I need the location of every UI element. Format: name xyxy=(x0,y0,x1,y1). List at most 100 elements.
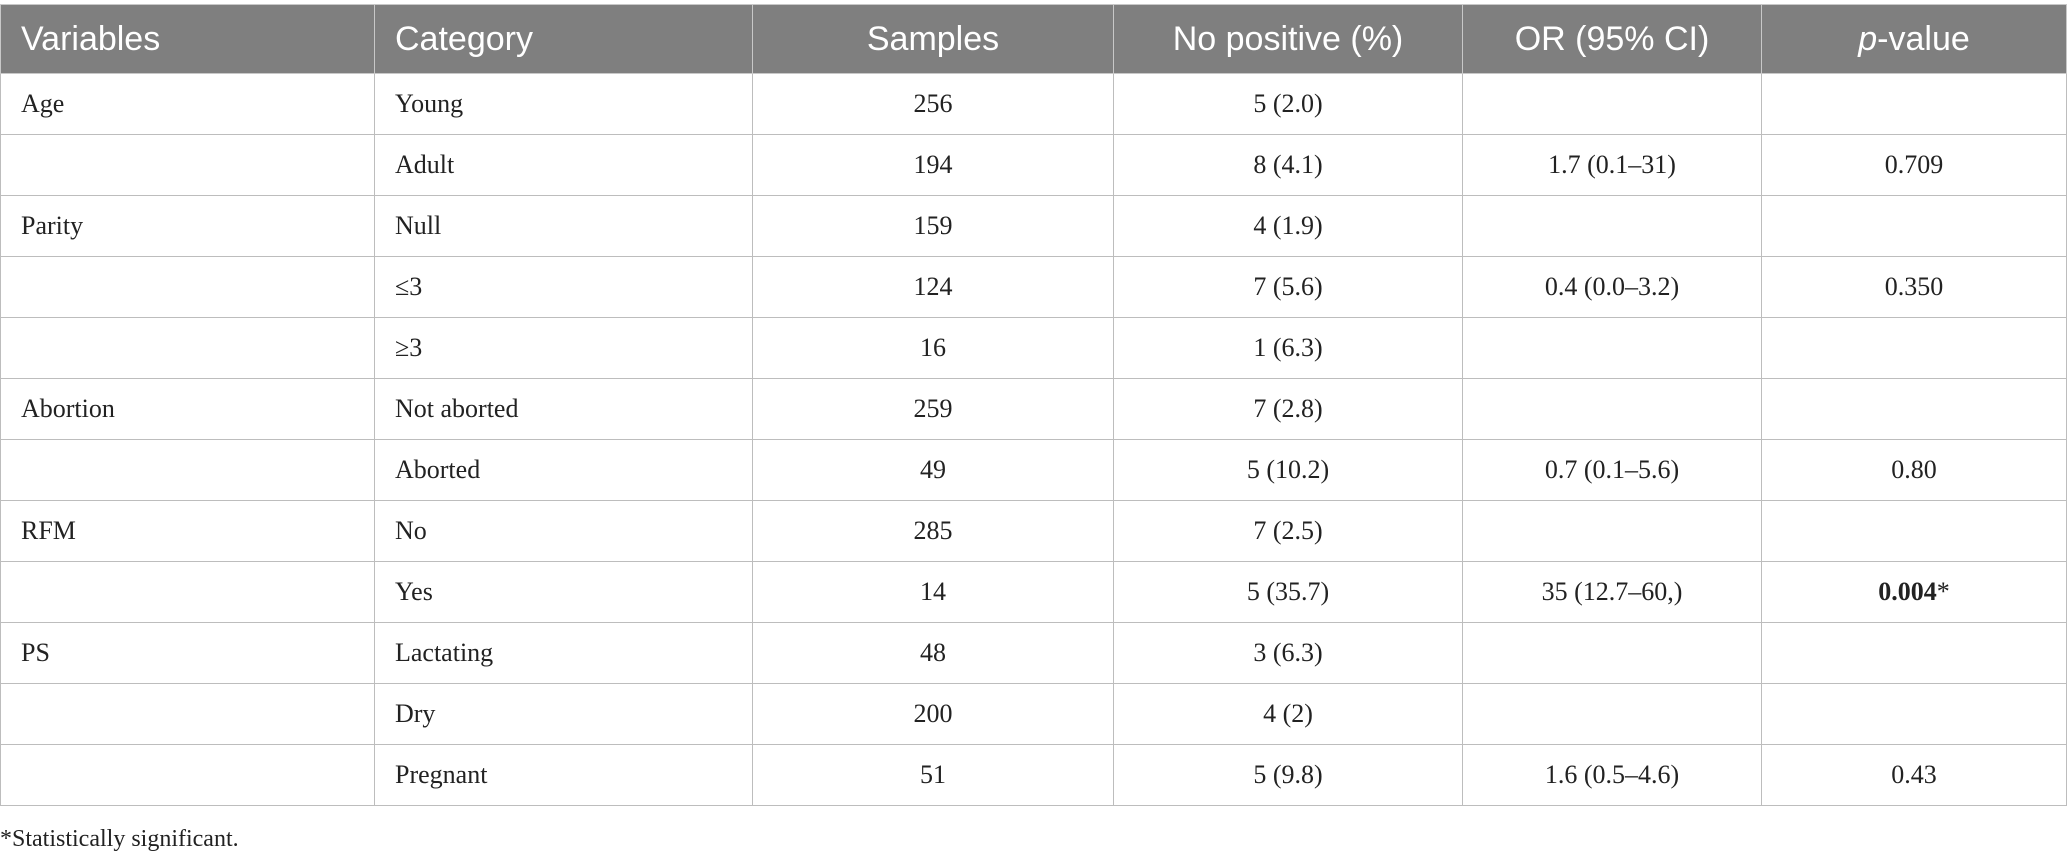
cell-p-value xyxy=(1761,500,2067,562)
table-body: Age Young 256 5 (2.0) Adult 194 8 (4.1) 1.7 (0.… xyxy=(0,73,2067,806)
cell-variable: PS xyxy=(0,622,375,684)
cell-odds-ratio xyxy=(1462,73,1762,135)
cell-samples: 14 xyxy=(752,561,1114,623)
cell-positive: 3 (6.3) xyxy=(1113,622,1463,684)
cell-samples: 49 xyxy=(752,439,1114,501)
header-p-value: p-value xyxy=(1761,4,2067,74)
cell-variable xyxy=(0,134,375,196)
cell-samples: 200 xyxy=(752,683,1114,745)
cell-variable: Parity xyxy=(0,195,375,257)
p-value-text: 0.43 xyxy=(1891,760,1937,789)
cell-positive: 5 (9.8) xyxy=(1113,744,1463,806)
table-row: Dry 200 4 (2) xyxy=(0,683,2067,745)
cell-p-value xyxy=(1761,73,2067,135)
header-samples: Samples xyxy=(752,4,1114,74)
cell-p-value: 0.350 xyxy=(1761,256,2067,318)
cell-samples: 48 xyxy=(752,622,1114,684)
cell-positive: 4 (1.9) xyxy=(1113,195,1463,257)
cell-samples: 16 xyxy=(752,317,1114,379)
cell-category: ≤3 xyxy=(374,256,753,318)
header-variables: Variables xyxy=(0,4,375,74)
cell-positive: 5 (2.0) xyxy=(1113,73,1463,135)
cell-odds-ratio: 35 (12.7–60,) xyxy=(1462,561,1762,623)
footnote: *Statistically significant. xyxy=(0,826,239,852)
table-row: Age Young 256 5 (2.0) xyxy=(0,73,2067,135)
cell-samples: 51 xyxy=(752,744,1114,806)
cell-variable xyxy=(0,744,375,806)
cell-variable xyxy=(0,256,375,318)
table-row: ≥3 16 1 (6.3) xyxy=(0,317,2067,379)
cell-p-value: 0.43 xyxy=(1761,744,2067,806)
cell-p-value xyxy=(1761,317,2067,379)
cell-samples: 194 xyxy=(752,134,1114,196)
cell-p-value: 0.709 xyxy=(1761,134,2067,196)
cell-odds-ratio xyxy=(1462,683,1762,745)
header-row: Variables Category Samples No positive (… xyxy=(0,4,2067,74)
cell-samples: 285 xyxy=(752,500,1114,562)
cell-samples: 159 xyxy=(752,195,1114,257)
p-value-text: 0.004 xyxy=(1878,577,1937,606)
cell-positive: 7 (2.8) xyxy=(1113,378,1463,440)
significance-mark: * xyxy=(1936,577,1950,606)
cell-odds-ratio: 0.4 (0.0–3.2) xyxy=(1462,256,1762,318)
cell-variable xyxy=(0,439,375,501)
p-value-text: 0.709 xyxy=(1884,150,1944,179)
table-row: PS Lactating 48 3 (6.3) xyxy=(0,622,2067,684)
table-row: Aborted 49 5 (10.2) 0.7 (0.1–5.6) 0.80 xyxy=(0,439,2067,501)
header-p-italic: p xyxy=(1858,19,1878,58)
cell-odds-ratio: 1.7 (0.1–31) xyxy=(1462,134,1762,196)
results-table: Variables Category Samples No positive (… xyxy=(0,4,2067,806)
cell-p-value xyxy=(1761,378,2067,440)
cell-category: Not aborted xyxy=(374,378,753,440)
cell-category: Aborted xyxy=(374,439,753,501)
cell-positive: 1 (6.3) xyxy=(1113,317,1463,379)
table-row: Adult 194 8 (4.1) 1.7 (0.1–31) 0.709 xyxy=(0,134,2067,196)
cell-p-value xyxy=(1761,622,2067,684)
cell-positive: 5 (10.2) xyxy=(1113,439,1463,501)
p-value-text: 0.350 xyxy=(1884,272,1944,301)
cell-category: No xyxy=(374,500,753,562)
cell-odds-ratio xyxy=(1462,195,1762,257)
cell-samples: 256 xyxy=(752,73,1114,135)
cell-positive: 7 (5.6) xyxy=(1113,256,1463,318)
cell-odds-ratio xyxy=(1462,317,1762,379)
table-row: Abortion Not aborted 259 7 (2.8) xyxy=(0,378,2067,440)
header-category: Category xyxy=(374,4,753,74)
cell-positive: 5 (35.7) xyxy=(1113,561,1463,623)
table-row: Pregnant 51 5 (9.8) 1.6 (0.5–4.6) 0.43 xyxy=(0,744,2067,806)
cell-p-value xyxy=(1761,683,2067,745)
cell-p-value: 0.80 xyxy=(1761,439,2067,501)
cell-odds-ratio: 0.7 (0.1–5.6) xyxy=(1462,439,1762,501)
cell-odds-ratio xyxy=(1462,500,1762,562)
cell-variable: Abortion xyxy=(0,378,375,440)
cell-category: Young xyxy=(374,73,753,135)
cell-odds-ratio: 1.6 (0.5–4.6) xyxy=(1462,744,1762,806)
cell-variable xyxy=(0,683,375,745)
cell-category: Yes xyxy=(374,561,753,623)
cell-p-value: 0.004* xyxy=(1761,561,2067,623)
cell-category: Dry xyxy=(374,683,753,745)
cell-positive: 8 (4.1) xyxy=(1113,134,1463,196)
cell-category: Adult xyxy=(374,134,753,196)
cell-category: Lactating xyxy=(374,622,753,684)
table-row: Yes 14 5 (35.7) 35 (12.7–60,) 0.004* xyxy=(0,561,2067,623)
cell-variable: RFM xyxy=(0,500,375,562)
cell-positive: 7 (2.5) xyxy=(1113,500,1463,562)
cell-odds-ratio xyxy=(1462,622,1762,684)
header-p-rest: -value xyxy=(1877,19,1970,58)
cell-samples: 259 xyxy=(752,378,1114,440)
cell-odds-ratio xyxy=(1462,378,1762,440)
cell-category: Null xyxy=(374,195,753,257)
cell-positive: 4 (2) xyxy=(1113,683,1463,745)
cell-category: ≥3 xyxy=(374,317,753,379)
cell-variable xyxy=(0,317,375,379)
cell-category: Pregnant xyxy=(374,744,753,806)
table-header: Variables Category Samples No positive (… xyxy=(0,4,2067,74)
cell-variable: Age xyxy=(0,73,375,135)
cell-p-value xyxy=(1761,195,2067,257)
table-row: RFM No 285 7 (2.5) xyxy=(0,500,2067,562)
cell-samples: 124 xyxy=(752,256,1114,318)
table-row: ≤3 124 7 (5.6) 0.4 (0.0–3.2) 0.350 xyxy=(0,256,2067,318)
header-odds-ratio: OR (95% CI) xyxy=(1462,4,1762,74)
p-value-text: 0.80 xyxy=(1891,455,1937,484)
